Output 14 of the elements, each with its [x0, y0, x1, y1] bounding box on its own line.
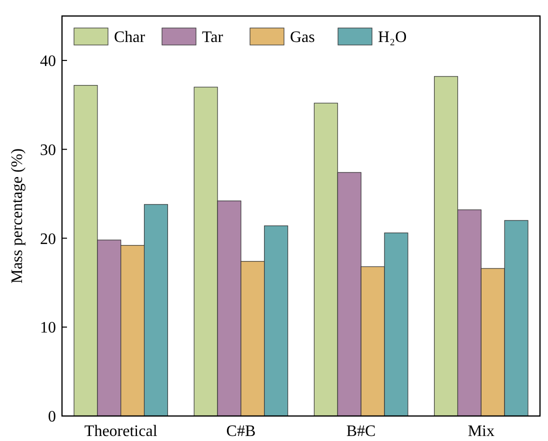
y-tick-label: 40 [40, 53, 56, 70]
x-tick-label: B#C [346, 423, 376, 440]
legend-label: Char [114, 29, 146, 46]
legend-label: Tar [202, 29, 224, 46]
x-tick-label: Mix [468, 423, 494, 440]
legend-label: H₂O [378, 29, 407, 46]
y-tick-label: 20 [40, 230, 56, 248]
legend-label: Gas [290, 29, 315, 46]
y-tick-label: 0 [48, 408, 56, 426]
y-tick-label: 30 [40, 142, 56, 159]
y-axis-title: Mass percentage (%) [9, 148, 26, 284]
x-tick-label: Theoretical [84, 423, 158, 440]
y-tick-label: 10 [40, 320, 56, 337]
x-tick-label: C#B [226, 423, 256, 440]
